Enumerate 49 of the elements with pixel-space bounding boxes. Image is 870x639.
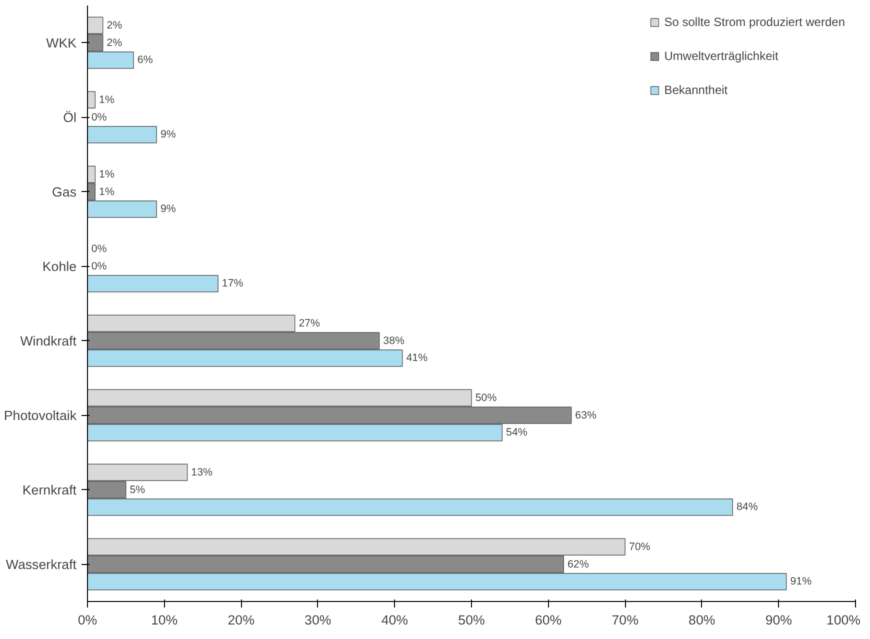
y-tick-label: WKK — [46, 35, 77, 50]
y-tick-label: Kohle — [42, 258, 77, 274]
y-tick-label: Windkraft — [20, 333, 77, 348]
data-label: 1% — [99, 186, 115, 198]
legend-label: So sollte Strom produziert werden — [664, 15, 845, 29]
y-tick-label: Gas — [52, 184, 77, 200]
x-tick-label: 80% — [688, 612, 716, 628]
x-tick-label: 50% — [458, 612, 485, 628]
data-label: 1% — [99, 168, 115, 180]
x-tick-label: 70% — [612, 612, 639, 628]
data-label: 41% — [406, 352, 428, 364]
data-label: 70% — [628, 540, 651, 553]
legend-label: Umweltverträglichkeit — [664, 49, 778, 63]
data-label: 2% — [106, 36, 123, 49]
data-label: 91% — [790, 576, 812, 588]
data-label: 17% — [222, 278, 244, 290]
data-label: 63% — [575, 409, 598, 422]
data-label: 38% — [383, 334, 406, 347]
x-tick-label: 100% — [826, 612, 861, 628]
legend-label: Bekanntheit — [664, 83, 728, 97]
data-label: 9% — [160, 203, 176, 216]
data-label: 0% — [91, 260, 108, 272]
data-label: 27% — [298, 317, 321, 330]
y-tick-label: Photovoltaik — [4, 408, 77, 423]
data-label: 9% — [160, 128, 176, 141]
x-tick-label: 60% — [534, 612, 562, 628]
y-tick-label: Kernkraft — [22, 482, 77, 498]
x-tick-label: 30% — [304, 612, 332, 628]
data-label: 6% — [137, 54, 154, 66]
bar — [88, 275, 218, 292]
bar — [88, 126, 157, 144]
x-tick-label: 10% — [150, 612, 178, 628]
x-tick-label: 40% — [381, 612, 408, 628]
data-label: 1% — [99, 94, 115, 106]
data-label: 0% — [91, 242, 108, 255]
data-label: 2% — [106, 19, 123, 32]
data-label: 54% — [506, 426, 528, 439]
data-label: 13% — [191, 466, 214, 478]
x-tick-label: 20% — [228, 612, 255, 628]
y-tick-label: Öl — [63, 110, 77, 125]
x-tick-label: 0% — [78, 612, 98, 628]
data-label: 5% — [130, 484, 146, 496]
y-tick-label: Wasserkraft — [6, 556, 77, 572]
data-label: 84% — [736, 501, 758, 514]
data-label: 62% — [568, 558, 590, 570]
bar — [88, 91, 96, 108]
data-label: 0% — [91, 111, 108, 124]
x-tick-label: 90% — [765, 612, 792, 628]
data-label: 50% — [475, 392, 498, 404]
